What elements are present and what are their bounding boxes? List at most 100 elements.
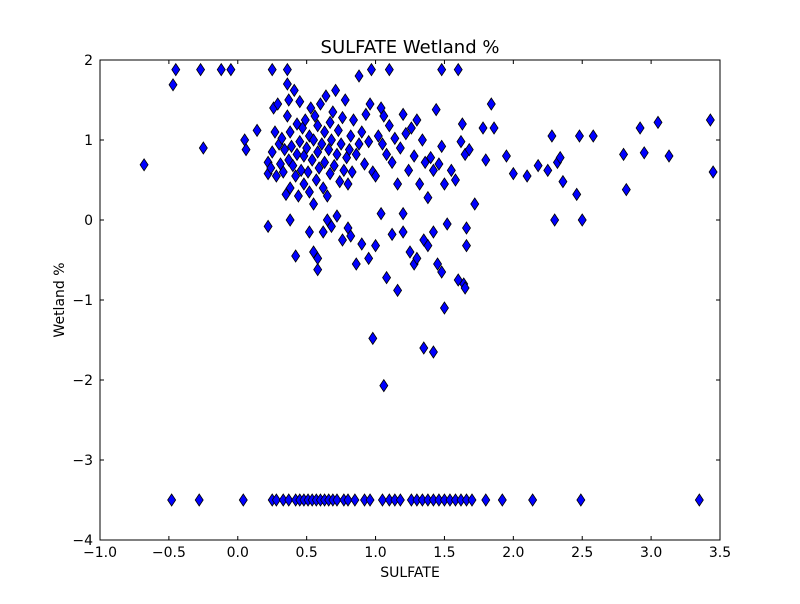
data-point [139, 158, 149, 172]
data-point [574, 129, 584, 143]
data-point [639, 146, 649, 160]
data-point [326, 219, 336, 234]
data-point [309, 133, 319, 147]
data-point [428, 225, 438, 239]
y-tick-label: 0 [84, 213, 93, 229]
data-point [313, 251, 323, 266]
data-point [379, 378, 389, 393]
data-point [384, 62, 394, 77]
data-point [313, 145, 323, 159]
data-point [434, 157, 444, 171]
plot-area [100, 60, 720, 540]
data-point [357, 237, 367, 251]
data-point [364, 134, 374, 149]
x-tick-label: −0.5 [152, 545, 186, 561]
data-point [433, 257, 443, 271]
data-point [619, 147, 629, 162]
data-point [271, 169, 281, 183]
data-point [284, 93, 294, 107]
data-point [398, 206, 408, 221]
data-point [456, 134, 466, 149]
data-point [284, 493, 294, 507]
data-point [419, 341, 429, 355]
x-axis-label: SULFATE [380, 565, 440, 581]
data-point [457, 117, 467, 131]
data-point [266, 161, 276, 175]
data-point [426, 150, 436, 165]
data-point [293, 189, 303, 203]
data-point [198, 141, 208, 155]
data-point [288, 158, 298, 173]
data-point [428, 163, 438, 178]
data-point [481, 153, 491, 167]
data-point [335, 174, 345, 189]
data-point [331, 83, 341, 98]
data-point [285, 181, 295, 195]
data-point [489, 121, 499, 135]
data-point [280, 142, 290, 157]
data-point [332, 493, 342, 507]
data-point [336, 137, 346, 151]
data-point [555, 150, 565, 165]
y-tick-label: 1 [84, 133, 93, 149]
data-point [588, 129, 598, 143]
data-point [423, 190, 433, 205]
data-point [328, 105, 338, 119]
data-point [278, 165, 288, 179]
data-point [304, 225, 314, 239]
data-point [371, 169, 381, 183]
data-point [318, 181, 328, 195]
data-point [417, 133, 427, 147]
data-point [409, 149, 419, 163]
data-point [398, 107, 408, 122]
data-point [577, 213, 587, 227]
data-point [320, 155, 330, 170]
data-point [508, 166, 518, 181]
data-point [377, 137, 387, 151]
data-point [271, 493, 281, 507]
data-point [501, 149, 511, 163]
data-point [398, 225, 408, 239]
data-point [307, 153, 317, 167]
data-point [442, 217, 452, 231]
data-point [470, 197, 480, 211]
data-point [439, 177, 449, 191]
data-point [437, 265, 447, 279]
data-point [705, 113, 715, 127]
data-point [393, 283, 403, 298]
data-point [226, 62, 236, 77]
y-tick-label: −4 [72, 533, 93, 549]
data-point [350, 493, 360, 507]
data-point [460, 281, 470, 295]
data-point [267, 62, 277, 77]
data-point [351, 147, 361, 162]
data-point [366, 62, 376, 77]
data-point [437, 62, 447, 77]
data-point [309, 197, 319, 211]
data-point [708, 165, 718, 179]
data-point [332, 209, 342, 223]
data-point [379, 109, 389, 123]
data-point [344, 142, 354, 157]
data-point [282, 62, 292, 77]
data-point [329, 158, 339, 173]
data-point [533, 158, 543, 173]
data-point [382, 147, 392, 162]
data-point [324, 142, 334, 157]
data-point [664, 149, 674, 163]
data-point [340, 93, 350, 107]
x-tick-label: 3.0 [640, 545, 662, 561]
data-point [384, 118, 394, 133]
x-tick-label: 2.0 [502, 545, 524, 561]
data-point [270, 125, 280, 139]
data-point [547, 129, 557, 143]
data-point [318, 225, 328, 239]
data-point [167, 493, 177, 507]
data-point [333, 123, 343, 138]
data-point [446, 163, 456, 178]
x-tick-label: −1.0 [83, 545, 117, 561]
data-point [325, 115, 335, 130]
data-point [377, 493, 387, 507]
data-point [238, 493, 248, 507]
data-point [390, 131, 400, 146]
